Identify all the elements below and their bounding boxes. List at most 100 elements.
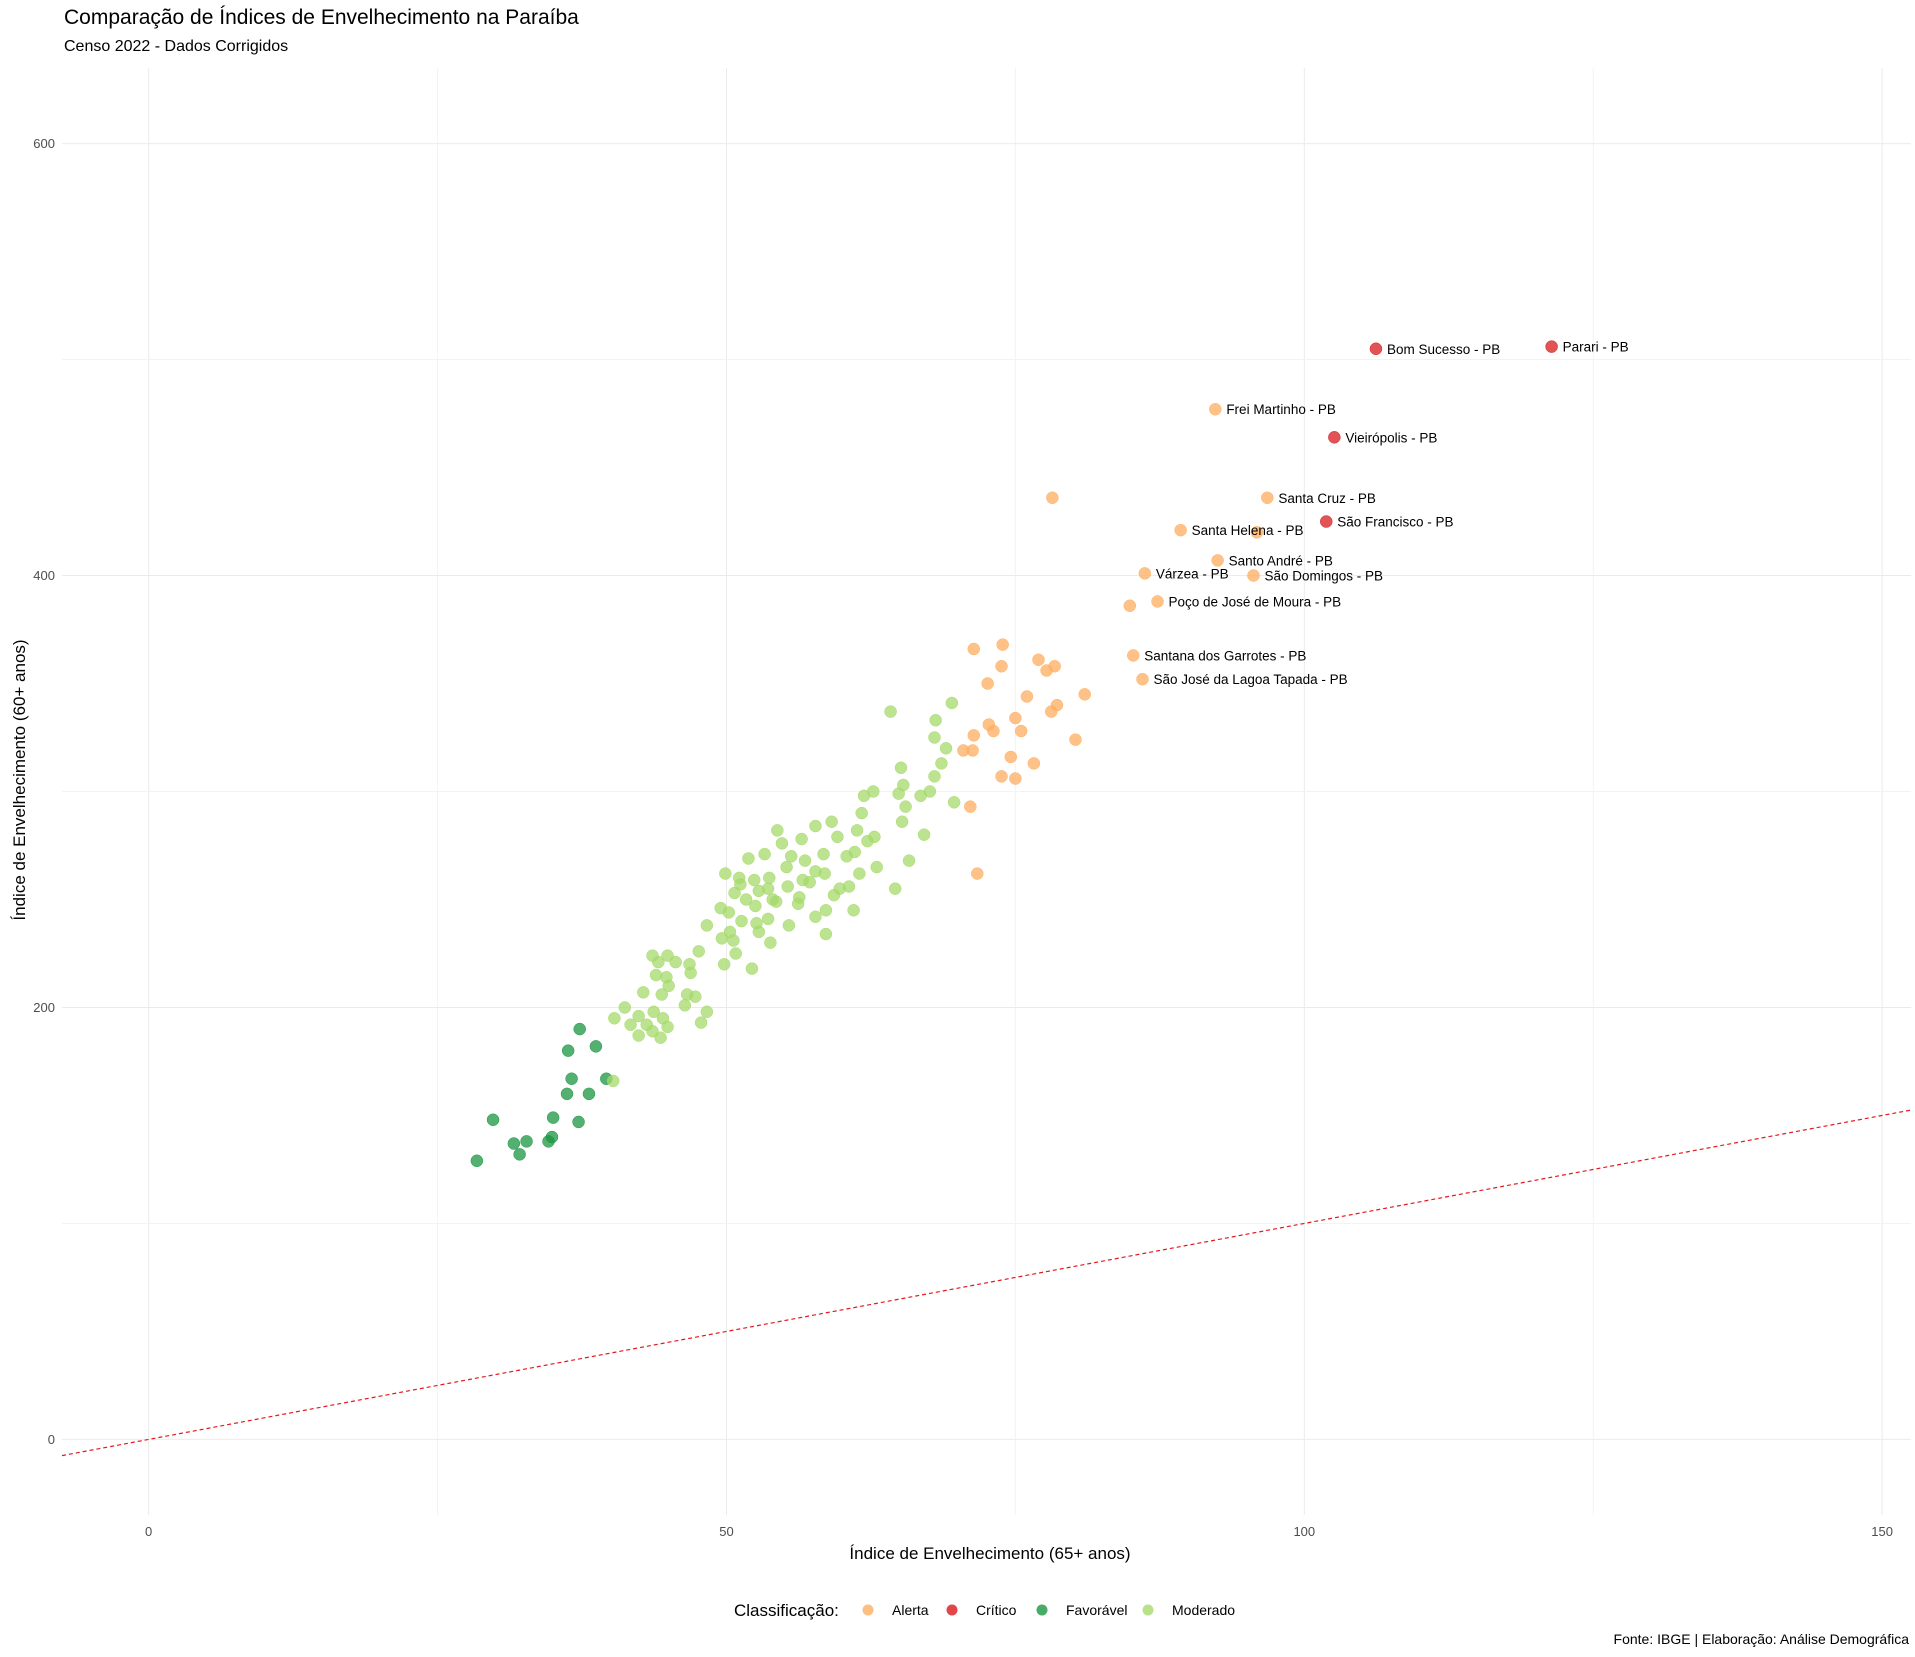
point-moderado bbox=[847, 904, 860, 917]
point-label-santana-dos-garrotes-pb: Santana dos Garrotes - PB bbox=[1144, 648, 1306, 663]
point-moderado bbox=[899, 800, 912, 813]
point-moderado bbox=[775, 837, 789, 850]
point-alerta bbox=[1040, 664, 1053, 677]
legend-label-alerta: Alerta bbox=[892, 1602, 929, 1618]
point-moderado bbox=[818, 867, 831, 880]
point-moderado bbox=[654, 1031, 667, 1044]
point-label-poco-de-jose-de-moura-pb: Poço de José de Moura - PB bbox=[1169, 594, 1342, 609]
reference-line-group bbox=[61, 1109, 1912, 1457]
point-moderado bbox=[803, 875, 816, 889]
point-moderado bbox=[884, 705, 897, 718]
point-moderado bbox=[661, 949, 674, 962]
legend-label-favoravel: Favorável bbox=[1066, 1602, 1127, 1618]
point-alerta bbox=[1009, 772, 1022, 785]
y-tick-label: 600 bbox=[33, 136, 55, 151]
y-tick-label: 200 bbox=[33, 1000, 55, 1015]
point-favoravel bbox=[470, 1154, 484, 1168]
point-moderado bbox=[784, 850, 798, 863]
point-moderado bbox=[809, 910, 822, 924]
point-moderado bbox=[895, 815, 909, 828]
point-moderado bbox=[819, 904, 833, 917]
point-moderado bbox=[758, 847, 771, 861]
x-tick-label: 150 bbox=[1871, 1524, 1893, 1539]
point-moderado bbox=[761, 912, 775, 926]
point-alerta bbox=[995, 770, 1008, 783]
point-moderado bbox=[809, 819, 822, 833]
point-moderado bbox=[825, 815, 838, 828]
point-moderado bbox=[694, 1016, 708, 1029]
point-moderado bbox=[632, 1009, 645, 1023]
point-favoravel bbox=[486, 1113, 500, 1127]
point-moderado bbox=[781, 880, 794, 893]
point-alerta bbox=[1069, 733, 1082, 746]
point-favoravel bbox=[589, 1040, 603, 1053]
point-moderado bbox=[715, 932, 729, 945]
point-critico bbox=[1369, 342, 1383, 356]
point-moderado bbox=[947, 796, 961, 809]
point-moderado bbox=[649, 968, 663, 982]
point-moderado bbox=[752, 884, 766, 898]
point-moderado bbox=[729, 947, 742, 960]
point-moderado bbox=[902, 854, 916, 867]
point-label-vieiropolis-pb: Vieirópolis - PB bbox=[1345, 430, 1437, 445]
point-alerta bbox=[967, 729, 981, 742]
point-alerta bbox=[1174, 523, 1187, 537]
point-alerta bbox=[1151, 595, 1164, 608]
point-moderado bbox=[914, 789, 927, 803]
point-label-santa-helena-pb: Santa Helena - PB bbox=[1192, 523, 1304, 538]
legend-key-moderado bbox=[1142, 1604, 1154, 1616]
point-moderado bbox=[742, 852, 755, 865]
point-moderado bbox=[739, 893, 753, 906]
point-moderado bbox=[700, 919, 714, 932]
point-moderado bbox=[850, 824, 864, 837]
point-moderado bbox=[752, 925, 766, 939]
point-moderado bbox=[928, 770, 941, 783]
point-alerta bbox=[1044, 705, 1058, 718]
point-moderado bbox=[632, 1029, 645, 1042]
legend-title: Classificação: bbox=[734, 1601, 839, 1620]
point-alerta bbox=[971, 867, 984, 880]
point-moderado bbox=[655, 988, 669, 1001]
point-alerta bbox=[1261, 491, 1274, 505]
point-alerta bbox=[964, 800, 977, 813]
point-moderado bbox=[945, 696, 959, 710]
point-moderado bbox=[764, 936, 777, 949]
point-alerta bbox=[1247, 569, 1260, 582]
point-alerta bbox=[967, 642, 981, 656]
point-alerta bbox=[1127, 649, 1140, 662]
point-moderado bbox=[780, 860, 793, 874]
point-alerta bbox=[995, 659, 1008, 673]
point-moderado bbox=[618, 1001, 632, 1014]
point-moderado bbox=[870, 860, 883, 874]
point-favoravel bbox=[520, 1135, 533, 1148]
point-alerta bbox=[996, 638, 1009, 651]
point-favoravel bbox=[573, 1022, 586, 1036]
point-moderado bbox=[769, 895, 783, 908]
point-moderado bbox=[719, 867, 732, 880]
point-moderado bbox=[606, 1074, 620, 1088]
legend-label-critico: Crítico bbox=[976, 1602, 1017, 1618]
point-moderado bbox=[678, 999, 692, 1012]
grid bbox=[62, 68, 1911, 1515]
point-moderado bbox=[717, 958, 731, 971]
point-moderado bbox=[661, 1020, 674, 1034]
point-moderado bbox=[892, 787, 905, 800]
legend: Classificação: Alerta Crítico Favorável Mode… bbox=[734, 1601, 1235, 1620]
x-tick-label: 0 bbox=[145, 1524, 152, 1539]
y-tick-label: 0 bbox=[48, 1432, 55, 1447]
point-alerta bbox=[957, 744, 970, 757]
point-moderado bbox=[608, 1012, 621, 1025]
point-moderado bbox=[935, 757, 948, 770]
reference-line bbox=[61, 1109, 1912, 1457]
point-favoravel bbox=[582, 1087, 596, 1101]
point-favoravel bbox=[546, 1111, 560, 1124]
point-moderado bbox=[728, 886, 741, 900]
point-alerta bbox=[1209, 402, 1222, 416]
point-label-sao-jose-da-lagoa-tapada-pb: São José da Lagoa Tapada - PB bbox=[1154, 672, 1348, 687]
legend-label-moderado: Moderado bbox=[1172, 1602, 1235, 1618]
point-label-sao-francisco-pb: São Francisco - PB bbox=[1337, 515, 1453, 530]
point-label-parari-pb: Parari - PB bbox=[1563, 340, 1629, 355]
point-alerta bbox=[1138, 567, 1152, 580]
x-axis-title: Índice de Envelhecimento (65+ anos) bbox=[849, 1544, 1130, 1563]
